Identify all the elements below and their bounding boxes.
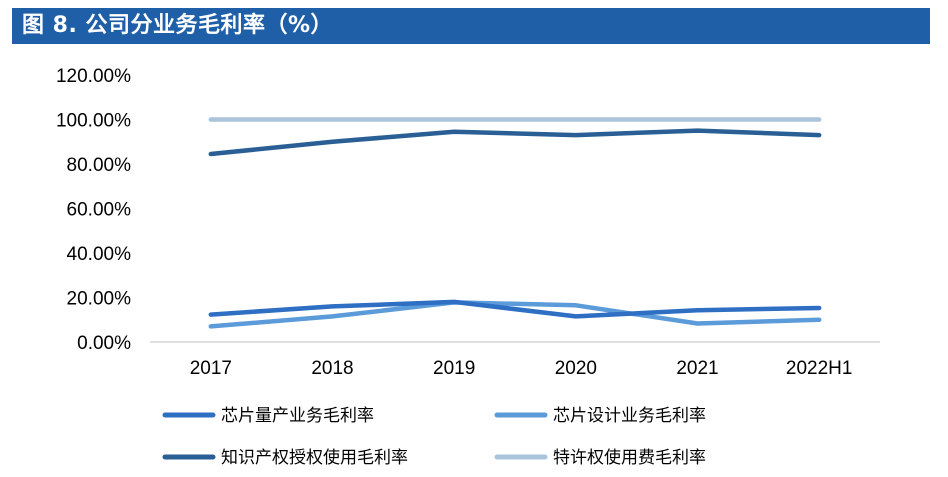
legend-label-1: 芯片设计业务毛利率 [553,406,706,426]
x-tick-label: 2021 [676,358,718,379]
chart-title-banner: 图 8. 公司分业务毛利率（%） [12,8,930,44]
x-tick-label: 2020 [555,358,597,379]
x-axis: 2017 2018 2019 2020 2021 2022H1 [190,358,853,379]
series-line-0 [208,299,822,319]
y-tick-label: 60.00% [67,200,132,221]
series-line-2 [208,128,822,157]
legend-label-0: 芯片量产业务毛利率 [221,406,374,426]
y-tick-label: 40.00% [67,244,132,265]
x-tick-label: 2017 [190,358,232,379]
series-lines [208,117,822,329]
x-tick-label: 2019 [433,358,475,379]
chart-title: 图 8. 公司分业务毛利率（%） [22,13,334,38]
x-tick-label: 2018 [311,358,353,379]
legend-label-3: 特许权使用费毛利率 [553,447,706,468]
y-axis: 0.00% 20.00% 40.00% 60.00% 80.00% 100.00% 120.… [56,66,131,354]
y-tick-label: 0.00% [77,333,131,354]
y-tick-label: 120.00% [56,66,131,87]
legend-label-2: 知识产权授权使用毛利率 [221,447,408,468]
x-tick-label: 2022H1 [786,358,853,379]
y-tick-label: 80.00% [67,155,132,176]
y-tick-label: 100.00% [56,111,131,132]
series-line-1 [208,300,822,329]
y-tick-label: 20.00% [67,289,132,310]
